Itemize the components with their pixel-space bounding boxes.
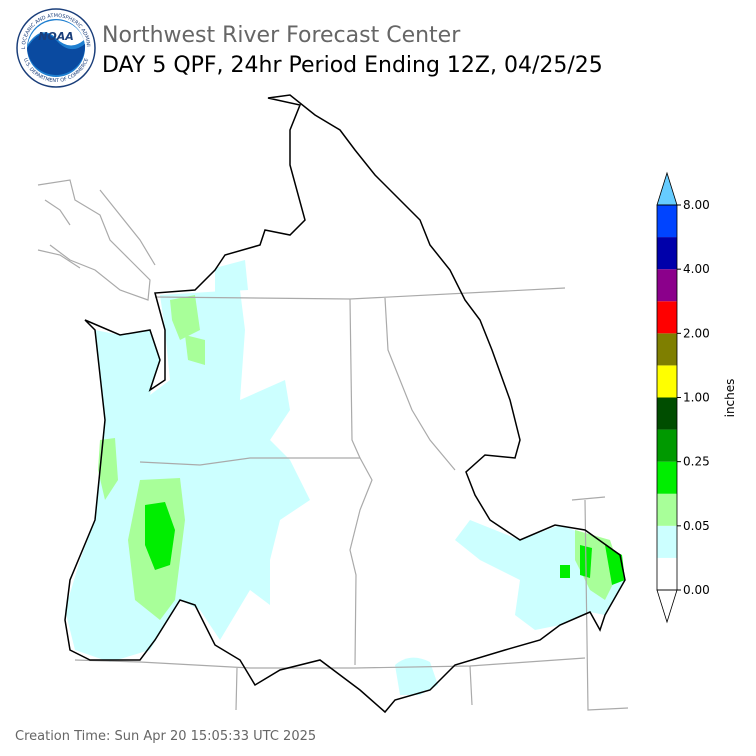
colorbar-segment (657, 205, 677, 238)
colorbar: 0.00 0.05 0.25 1.00 2.00 4.00 8.00 (656, 171, 710, 624)
basin-outline (64, 94, 626, 714)
colorbar-tick-label: 0.05 (683, 519, 710, 533)
colorbar-segment (657, 333, 677, 366)
colorbar-segment (657, 237, 677, 270)
colorbar-tick-label: 8.00 (683, 198, 710, 212)
colorbar-segment (657, 365, 677, 398)
colorbar-under (656, 589, 678, 624)
colorbar-segment (657, 493, 677, 526)
creation-time: Creation Time: Sun Apr 20 15:05:33 UTC 2… (15, 729, 316, 744)
colorbar-segment (657, 301, 677, 334)
colorbar-segment (657, 557, 677, 590)
colorbar-segment (657, 269, 677, 302)
noaa-logo: NATIONAL OCEANIC AND ATMOSPHERIC ADMINIS… (0, 0, 96, 88)
colorbar-segment (657, 429, 677, 462)
subtitle: DAY 5 QPF, 24hr Period Ending 12Z, 04/25… (102, 53, 603, 78)
colorbar-label: inches (723, 379, 737, 418)
colorbar-over (656, 171, 678, 206)
colorbar-tick-label: 4.00 (683, 262, 710, 276)
colorbar-tick-label: 0.00 (683, 583, 710, 597)
state-boundaries (37, 179, 629, 711)
title: Northwest River Forecast Center (102, 23, 461, 48)
colorbar-segment (657, 461, 677, 494)
colorbar-segment (657, 525, 677, 558)
logo-text: NOAA (38, 30, 74, 43)
colorbar-segment (657, 397, 677, 430)
colorbar-tick-label: 1.00 (683, 391, 710, 405)
precipitation-areas (65, 260, 625, 695)
colorbar-tick-label: 0.25 (683, 455, 710, 469)
colorbar-tick-label: 2.00 (683, 326, 710, 340)
